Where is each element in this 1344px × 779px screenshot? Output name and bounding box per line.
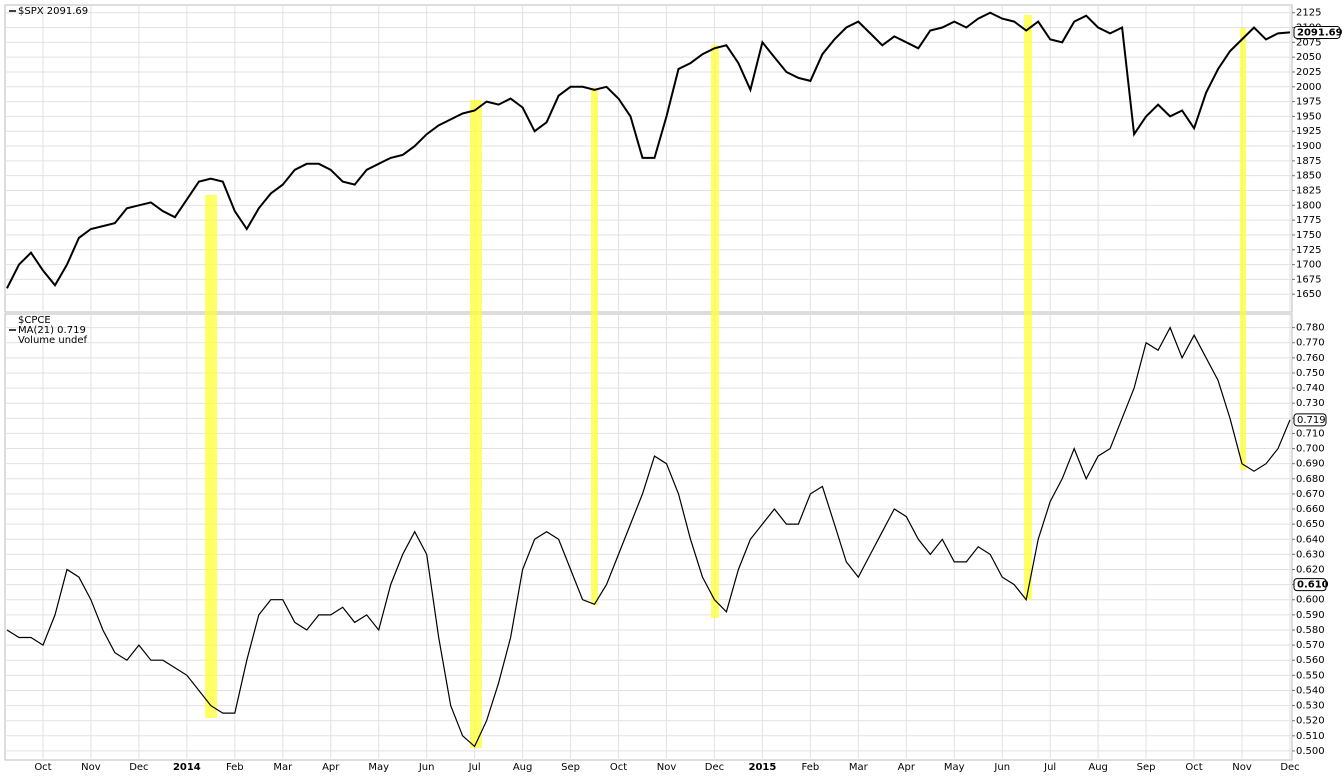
highlight [1024, 15, 1032, 600]
last-value-badge [1293, 25, 1341, 39]
y-tick-label: 1750 [1296, 230, 1321, 241]
y-tick-label: 0.630 [1296, 549, 1325, 560]
x-tick-label: Mar [273, 762, 293, 773]
y-tick-label: 0.750 [1296, 368, 1325, 379]
y-tick-label: 1925 [1296, 126, 1321, 137]
x-tick-label: Nov [1232, 762, 1252, 773]
x-tick-label: Feb [802, 762, 820, 773]
y-tick-label: 1900 [1296, 141, 1321, 152]
y-tick-label: 0.510 [1296, 731, 1325, 742]
y-tick-label: 0.640 [1296, 534, 1325, 545]
line-series [6, 326, 1291, 748]
y-tick-label: 0.570 [1296, 640, 1325, 651]
y-tick-label: 1850 [1296, 171, 1321, 182]
x-tick-label: Jul [468, 762, 481, 773]
y-tick-label: 0.780 [1296, 323, 1325, 334]
y-tick-label: 0.710 [1296, 428, 1325, 439]
legend-label: MA(21) 0.719 [18, 325, 86, 336]
y-tick-label: 0.680 [1296, 474, 1325, 485]
x-tick-label: Oct [1185, 762, 1202, 773]
x-tick-label: Oct [610, 762, 627, 773]
y-tick-label: 1975 [1296, 97, 1321, 108]
x-tick-label: Mar [849, 762, 869, 773]
y-tick-label: 0.620 [1296, 565, 1325, 576]
y-tick-label: 0.690 [1296, 459, 1325, 470]
x-tick-label: Aug [513, 762, 533, 773]
line-series [6, 11, 1291, 289]
x-tick-label: Dec [1280, 762, 1299, 773]
y-tick-label: 1875 [1296, 156, 1321, 167]
y-tick-label: 2125 [1296, 8, 1321, 19]
y-tick-label: 0.740 [1296, 383, 1325, 394]
x-tick-label: Sep [561, 762, 580, 773]
y-tick-label: 0.600 [1296, 595, 1325, 606]
y-tick-label: 0.700 [1296, 444, 1325, 455]
highlight [205, 195, 217, 718]
x-tick-label: Oct [34, 762, 51, 773]
y-tick-label: 2000 [1296, 82, 1321, 93]
y-tick-label: 0.590 [1296, 610, 1325, 621]
y-tick-label: 1725 [1296, 245, 1321, 256]
last-value-badge [1293, 413, 1327, 427]
x-tick-label: Feb [226, 762, 244, 773]
y-tick-label: 0.670 [1296, 489, 1325, 500]
y-tick-label: 2050 [1296, 52, 1321, 63]
top-panel [4, 4, 1293, 313]
y-tick-label: 0.500 [1296, 746, 1325, 757]
bottom-panel [4, 313, 1293, 761]
highlight [1240, 28, 1246, 470]
last-value-label: 0.719 [1297, 415, 1326, 426]
y-tick-label: 1775 [1296, 215, 1321, 226]
legend-label: $CPCE [18, 315, 51, 326]
y-tick-label: 0.540 [1296, 685, 1325, 696]
y-tick-label: 0.650 [1296, 519, 1325, 530]
y-tick-label: 0.520 [1296, 716, 1325, 727]
x-tick-label: 2015 [748, 762, 776, 773]
y-tick-label: 1675 [1296, 274, 1321, 285]
x-tick-label: Jul [1043, 762, 1056, 773]
x-tick-label: May [368, 762, 389, 773]
legend-label: Volume undef [18, 335, 88, 346]
y-tick-label: 1825 [1296, 186, 1321, 197]
y-tick-label: 0.550 [1296, 670, 1325, 681]
last-value-badge [1293, 578, 1327, 592]
highlights [205, 15, 1246, 748]
last-value-label: 0.610 [1297, 580, 1329, 591]
x-tick-label: May [944, 762, 965, 773]
x-tick-label: Nov [657, 762, 677, 773]
y-tick-label: 2075 [1296, 37, 1321, 48]
y-tick-label: 0.730 [1296, 398, 1325, 409]
x-tick-label: Sep [1137, 762, 1156, 773]
x-tick-label: Aug [1088, 762, 1108, 773]
y-tick-label: 0.660 [1296, 504, 1325, 515]
x-tick-label: Apr [898, 762, 916, 773]
last-value-label: 2091.69 [1297, 27, 1343, 38]
x-tick-label: Dec [129, 762, 148, 773]
x-tick-label: Apr [322, 762, 340, 773]
highlight [591, 88, 598, 605]
y-tick-label: 1800 [1296, 200, 1321, 211]
y-tick-label: 0.770 [1296, 338, 1325, 349]
x-tick-label: Jun [418, 762, 435, 773]
x-tick-label: Jun [993, 762, 1010, 773]
y-tick-label: 0.560 [1296, 655, 1325, 666]
y-tick-label: 0.580 [1296, 625, 1325, 636]
x-tick-label: Nov [81, 762, 101, 773]
highlight [470, 100, 482, 748]
y-tick-label: 1650 [1296, 289, 1321, 300]
highlight [711, 45, 719, 618]
x-tick-label: Dec [705, 762, 724, 773]
y-tick-label: 0.760 [1296, 353, 1325, 364]
legend-label: $SPX 2091.69 [18, 6, 88, 17]
y-tick-label: 2025 [1296, 67, 1321, 78]
x-tick-label: 2014 [173, 762, 201, 773]
y-tick-label: 1950 [1296, 111, 1321, 122]
y-tick-label: 0.530 [1296, 701, 1325, 712]
y-tick-label: 1700 [1296, 260, 1321, 271]
